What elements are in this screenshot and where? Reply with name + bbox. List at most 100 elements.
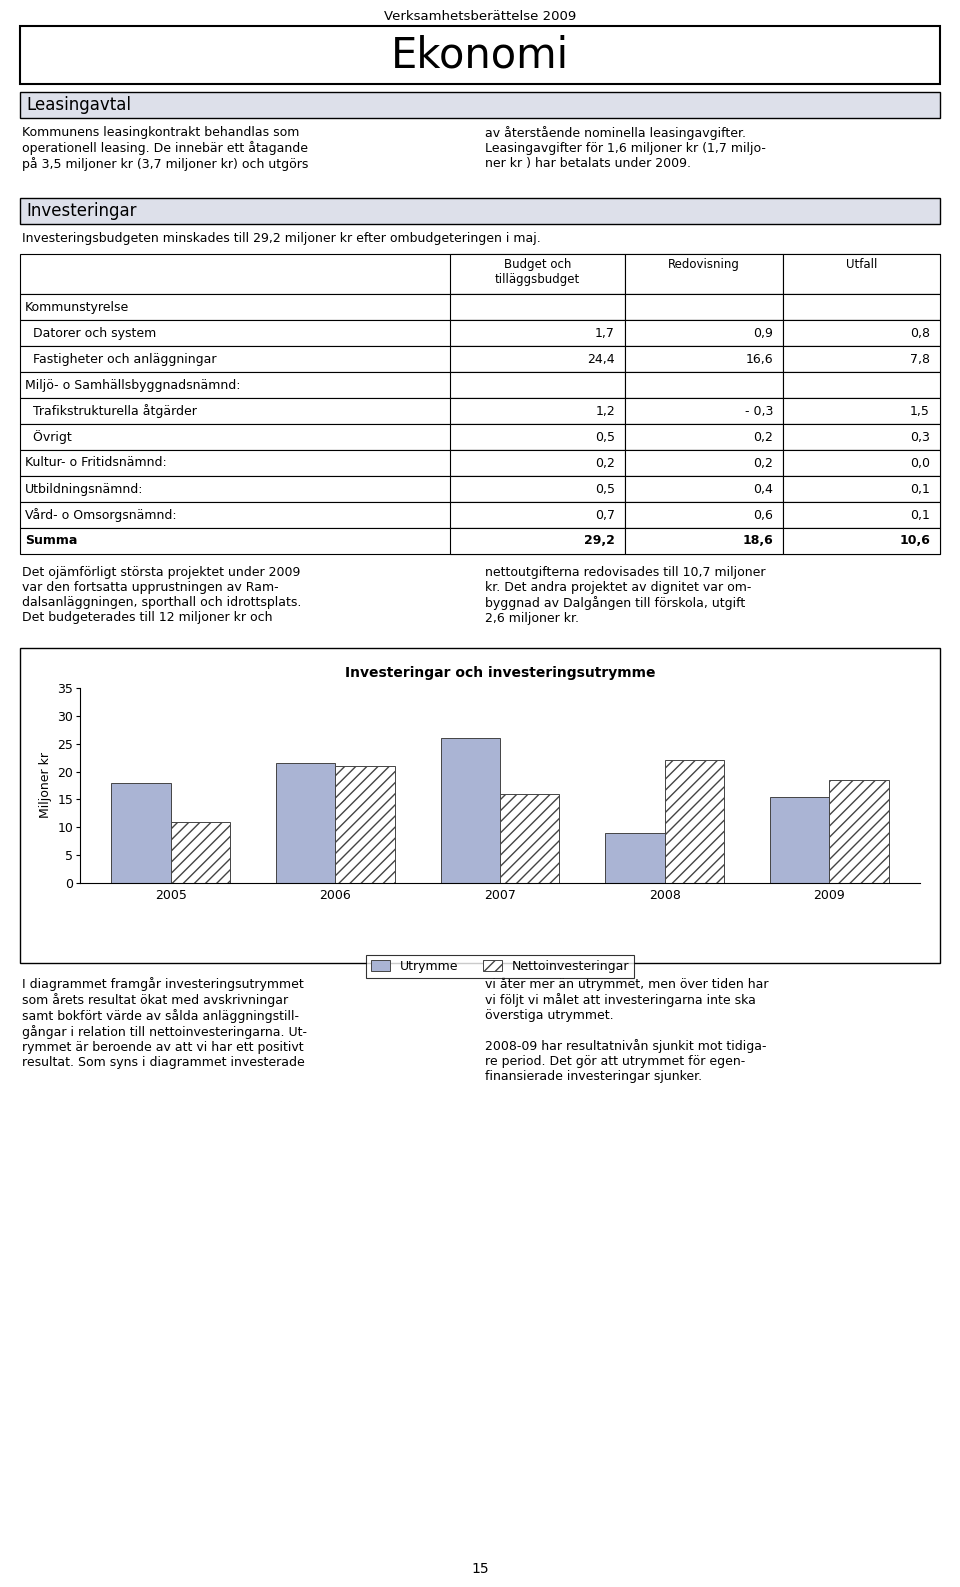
Text: Utfall: Utfall [846, 259, 877, 271]
Bar [20, 25, 940, 84]
Bar [450, 501, 625, 528]
Bar [450, 528, 625, 554]
Text: 0,4: 0,4 [754, 482, 773, 495]
Bar [20, 371, 940, 398]
Text: Det ojämförligt största projektet under 2009
var den fortsatta upprustningen av : Det ojämförligt största projektet under … [22, 567, 301, 624]
Bar [625, 398, 783, 424]
Bar [625, 528, 783, 554]
Bar [20, 501, 940, 528]
Bar [111, 782, 171, 882]
Bar [625, 476, 783, 501]
Text: Leasingavtal: Leasingavtal [26, 95, 131, 114]
Bar [664, 760, 724, 882]
Text: 0,6: 0,6 [754, 508, 773, 522]
Text: Kommunstyrelse: Kommunstyrelse [25, 300, 130, 314]
Bar [500, 794, 560, 882]
Text: 0,5: 0,5 [595, 430, 615, 443]
Bar [625, 501, 783, 528]
Text: Investeringar: Investeringar [26, 202, 136, 221]
Text: Fastigheter och anläggningar: Fastigheter och anläggningar [25, 352, 217, 365]
Text: 7,8: 7,8 [910, 352, 930, 365]
Text: 0,8: 0,8 [910, 327, 930, 340]
Bar [625, 371, 783, 398]
Text: 1,7: 1,7 [595, 327, 615, 340]
Text: - 0,3: - 0,3 [745, 405, 773, 417]
Bar [783, 346, 940, 371]
Text: 0,9: 0,9 [754, 327, 773, 340]
Bar [783, 501, 940, 528]
Text: Redovisning: Redovisning [668, 259, 740, 271]
Bar [625, 254, 783, 294]
Bar [20, 254, 940, 294]
Bar [783, 294, 940, 321]
Bar [625, 451, 783, 476]
Bar [625, 294, 783, 321]
Bar [783, 476, 940, 501]
Bar [20, 647, 940, 963]
Text: 16,6: 16,6 [745, 352, 773, 365]
Text: Investeringsbudgeten minskades till 29,2 miljoner kr efter ombudgeteringen i maj: Investeringsbudgeten minskades till 29,2… [22, 232, 540, 244]
Text: Vård- o Omsorgsnämnd:: Vård- o Omsorgsnämnd: [25, 508, 177, 522]
Bar [783, 371, 940, 398]
Text: 0,2: 0,2 [754, 457, 773, 470]
Bar [171, 822, 229, 882]
Bar [20, 476, 940, 501]
Text: 29,2: 29,2 [584, 535, 615, 548]
Bar [450, 294, 625, 321]
Bar [783, 528, 940, 554]
Text: 0,7: 0,7 [595, 508, 615, 522]
Bar [450, 254, 625, 294]
Bar [783, 451, 940, 476]
Bar [450, 476, 625, 501]
Text: Miljö- o Samhällsbyggnadsnämnd:: Miljö- o Samhällsbyggnadsnämnd: [25, 379, 241, 392]
Bar [783, 321, 940, 346]
Bar [783, 424, 940, 451]
Bar [335, 767, 395, 882]
Text: av återstående nominella leasingavgifter.
Leasingavgifter för 1,6 miljoner kr (1: av återstående nominella leasingavgifter… [485, 125, 766, 170]
Bar [20, 398, 940, 424]
Bar [20, 92, 940, 117]
Bar [783, 254, 940, 294]
Text: 1,5: 1,5 [910, 405, 930, 417]
Bar [625, 346, 783, 371]
Bar [450, 321, 625, 346]
Legend: Utrymme, Nettoinvesteringar: Utrymme, Nettoinvesteringar [366, 955, 635, 978]
Bar [276, 763, 335, 882]
Text: vi åter mer än utrymmet, men över tiden har
vi följt vi målet att investeringarn: vi åter mer än utrymmet, men över tiden … [485, 978, 769, 1084]
Bar [450, 371, 625, 398]
Bar [450, 451, 625, 476]
Text: Summa: Summa [25, 535, 78, 548]
Text: Verksamhetsberättelse 2009: Verksamhetsberättelse 2009 [384, 10, 576, 22]
Bar [625, 321, 783, 346]
Bar [20, 198, 940, 224]
Text: Trafikstrukturella åtgärder: Trafikstrukturella åtgärder [25, 405, 197, 417]
Text: 0,5: 0,5 [595, 482, 615, 495]
Bar [450, 398, 625, 424]
Text: 10,6: 10,6 [900, 535, 930, 548]
Bar [441, 738, 500, 882]
Text: Kultur- o Fritidsnämnd:: Kultur- o Fritidsnämnd: [25, 457, 167, 470]
Y-axis label: Miljoner kr: Miljoner kr [38, 752, 52, 819]
Text: 0,1: 0,1 [910, 508, 930, 522]
Text: 15: 15 [471, 1562, 489, 1576]
Text: 1,2: 1,2 [595, 405, 615, 417]
Bar [20, 528, 940, 554]
Bar [20, 294, 940, 321]
Bar [450, 424, 625, 451]
Text: I diagrammet framgår investeringsutrymmet
som årets resultat ökat med avskrivnin: I diagrammet framgår investeringsutrymme… [22, 978, 307, 1070]
Text: 24,4: 24,4 [588, 352, 615, 365]
Title: Investeringar och investeringsutrymme: Investeringar och investeringsutrymme [345, 667, 656, 679]
Bar [20, 346, 940, 371]
Bar [450, 346, 625, 371]
Text: 0,2: 0,2 [754, 430, 773, 443]
Text: Utbildningsnämnd:: Utbildningsnämnd: [25, 482, 143, 495]
Text: 18,6: 18,6 [742, 535, 773, 548]
Text: nettoutgifterna redovisades till 10,7 miljoner
kr. Det andra projektet av dignit: nettoutgifterna redovisades till 10,7 mi… [485, 567, 765, 625]
Bar [625, 424, 783, 451]
Text: 0,3: 0,3 [910, 430, 930, 443]
Bar [20, 321, 940, 346]
Text: 0,0: 0,0 [910, 457, 930, 470]
Text: 0,2: 0,2 [595, 457, 615, 470]
Text: 0,1: 0,1 [910, 482, 930, 495]
Text: Datorer och system: Datorer och system [25, 327, 156, 340]
